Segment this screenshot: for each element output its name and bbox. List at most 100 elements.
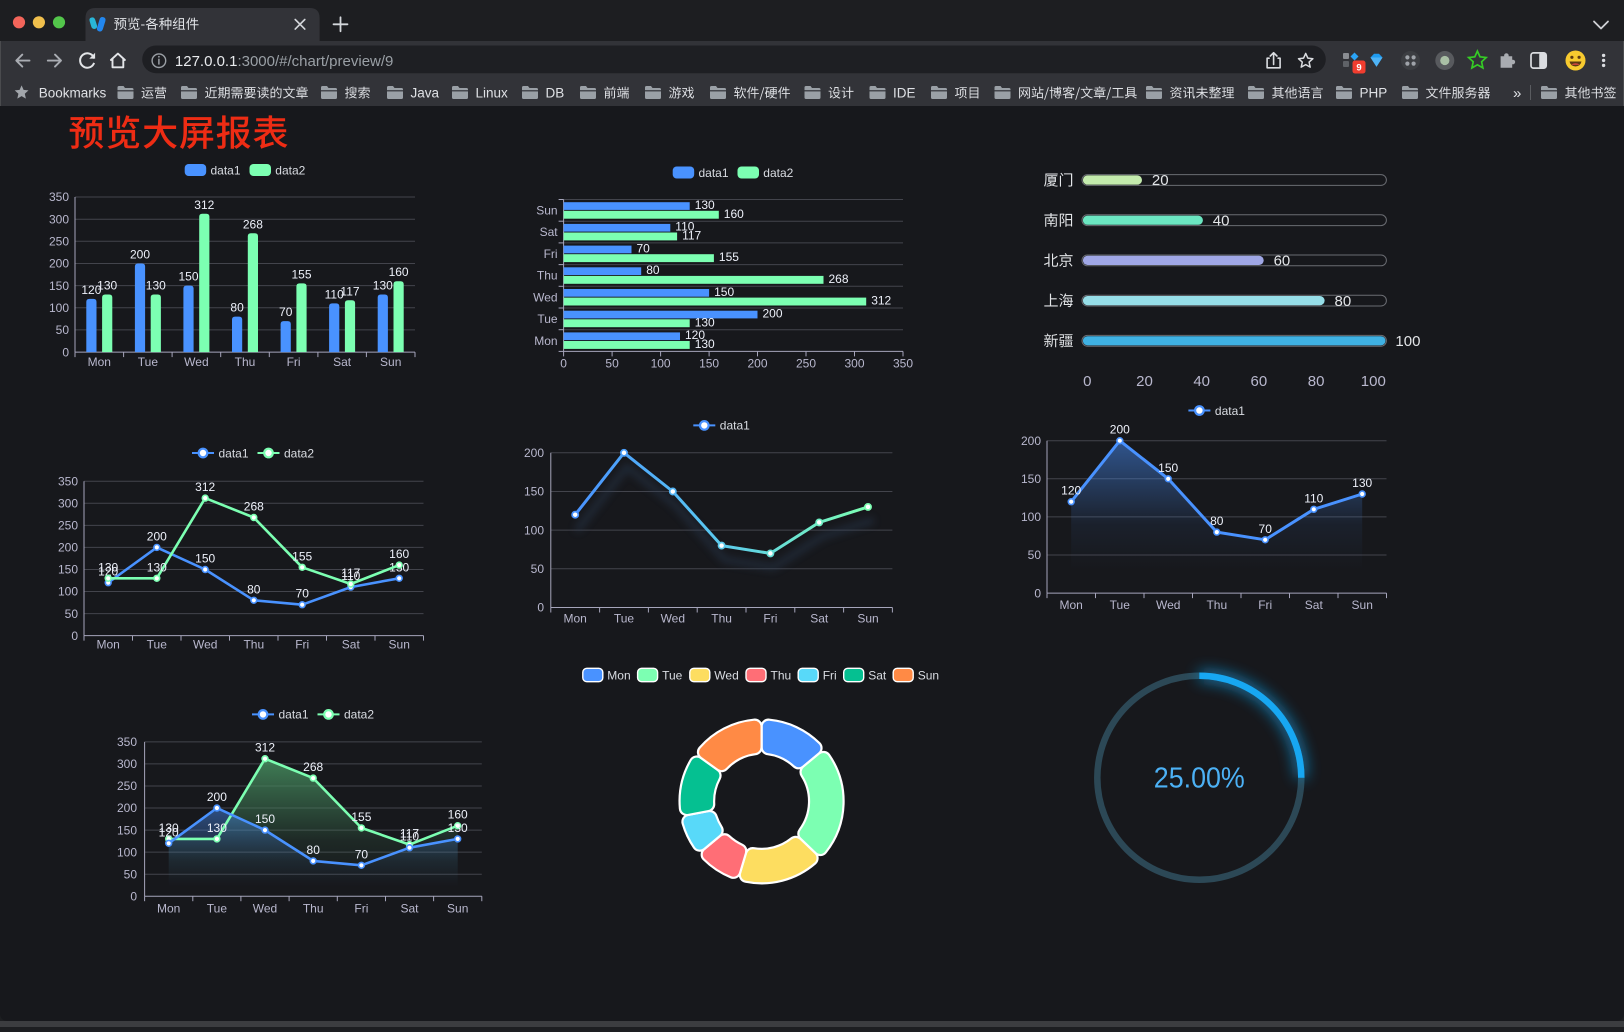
svg-text:300: 300 [49,212,69,226]
svg-text:Wed: Wed [184,355,208,369]
svg-text:117: 117 [341,566,360,580]
svg-text:Sun: Sun [536,204,557,218]
svg-text:Fri: Fri [823,669,837,683]
svg-text:150: 150 [714,285,734,299]
svg-text:110: 110 [341,569,360,583]
svg-text:data1: data1 [1215,404,1245,418]
svg-text:160: 160 [724,207,744,221]
svg-text:0: 0 [537,601,544,615]
svg-text:0: 0 [62,345,69,359]
svg-text:Mon: Mon [157,902,180,916]
svg-text:Mon: Mon [97,638,120,652]
svg-text:60: 60 [1274,253,1291,270]
svg-text:»: » [1513,85,1521,102]
svg-text:110: 110 [1304,491,1323,505]
svg-text:130: 130 [448,821,468,835]
svg-text:Fri: Fri [295,638,309,652]
svg-text:127.0.0.1:3000/#/chart/preview: 127.0.0.1:3000/#/chart/preview/9 [175,53,394,70]
svg-text:130: 130 [695,337,715,351]
svg-text:20: 20 [1152,172,1169,189]
svg-text:25.00%: 25.00% [1154,763,1245,795]
svg-text:80: 80 [307,843,321,857]
svg-text:Mon: Mon [88,355,111,369]
svg-text:Wed: Wed [1156,598,1180,612]
svg-text:0: 0 [1034,586,1041,600]
svg-text:80: 80 [1335,293,1352,310]
svg-text:Tue: Tue [614,612,635,626]
svg-text:Wed: Wed [253,902,277,916]
svg-text:312: 312 [195,480,215,494]
svg-text:130: 130 [207,821,227,835]
svg-text:300: 300 [58,497,78,511]
svg-text:Thu: Thu [711,612,732,626]
svg-text:110: 110 [325,287,344,301]
svg-text:200: 200 [747,356,767,370]
svg-text:350: 350 [49,190,69,204]
svg-text:data1: data1 [279,708,309,722]
svg-text:data1: data1 [219,446,249,460]
svg-text:200: 200 [49,257,69,271]
svg-text:100: 100 [1395,333,1420,350]
svg-text:200: 200 [58,541,78,555]
svg-text:Linux: Linux [476,85,509,100]
svg-text:70: 70 [296,587,310,601]
svg-text:130: 130 [695,198,715,212]
svg-text:150: 150 [49,279,69,293]
svg-text:250: 250 [49,235,69,249]
svg-text:Sat: Sat [868,669,887,683]
svg-text:data2: data2 [284,446,314,460]
svg-text:DB: DB [546,85,565,100]
svg-text:100: 100 [58,585,78,599]
svg-text:40: 40 [1193,373,1210,390]
svg-text:155: 155 [291,267,311,281]
svg-text:250: 250 [58,519,78,533]
svg-text:40: 40 [1213,212,1230,229]
svg-text:70: 70 [279,305,293,319]
svg-text:155: 155 [292,549,312,563]
svg-text:Thu: Thu [537,269,558,283]
svg-text:50: 50 [56,323,70,337]
svg-text:80: 80 [247,582,261,596]
svg-text:150: 150 [117,823,137,837]
svg-text:Mon: Mon [607,669,630,683]
svg-text:Thu: Thu [303,902,324,916]
svg-text:Sun: Sun [380,355,401,369]
svg-text:350: 350 [117,735,137,749]
svg-text:200: 200 [130,248,150,262]
svg-text:Tue: Tue [207,902,228,916]
svg-text:80: 80 [1210,514,1224,528]
svg-text:100: 100 [49,301,69,315]
svg-text:data2: data2 [275,163,305,177]
svg-text:Java: Java [411,85,440,100]
svg-text:Sat: Sat [400,902,419,916]
svg-text:0: 0 [130,889,137,903]
svg-text:268: 268 [303,760,323,774]
svg-text:100: 100 [117,845,137,859]
svg-text:100: 100 [1361,373,1386,390]
svg-text:Sun: Sun [447,902,468,916]
svg-text:150: 150 [195,552,215,566]
svg-text:80: 80 [646,263,660,277]
svg-text:Fri: Fri [544,247,558,261]
svg-text:Sat: Sat [333,355,352,369]
svg-text:Tue: Tue [147,638,168,652]
svg-text:data1: data1 [211,163,241,177]
svg-text:150: 150 [1158,461,1178,475]
svg-text:Sat: Sat [1305,598,1324,612]
svg-text:60: 60 [1251,373,1268,390]
svg-text:data2: data2 [763,166,793,180]
svg-text:Sun: Sun [857,612,878,626]
svg-text:Wed: Wed [714,669,738,683]
svg-text:Tue: Tue [662,669,683,683]
svg-text:PHP: PHP [1360,85,1388,100]
svg-text:117: 117 [400,827,419,841]
svg-text:117: 117 [340,284,359,298]
svg-text:Fri: Fri [354,902,368,916]
svg-text:50: 50 [531,562,545,576]
svg-text:130: 130 [159,821,179,835]
svg-text:155: 155 [719,250,739,264]
svg-text:Wed: Wed [661,612,685,626]
svg-text:312: 312 [871,294,891,308]
svg-text:50: 50 [1028,548,1042,562]
svg-text:50: 50 [124,867,138,881]
